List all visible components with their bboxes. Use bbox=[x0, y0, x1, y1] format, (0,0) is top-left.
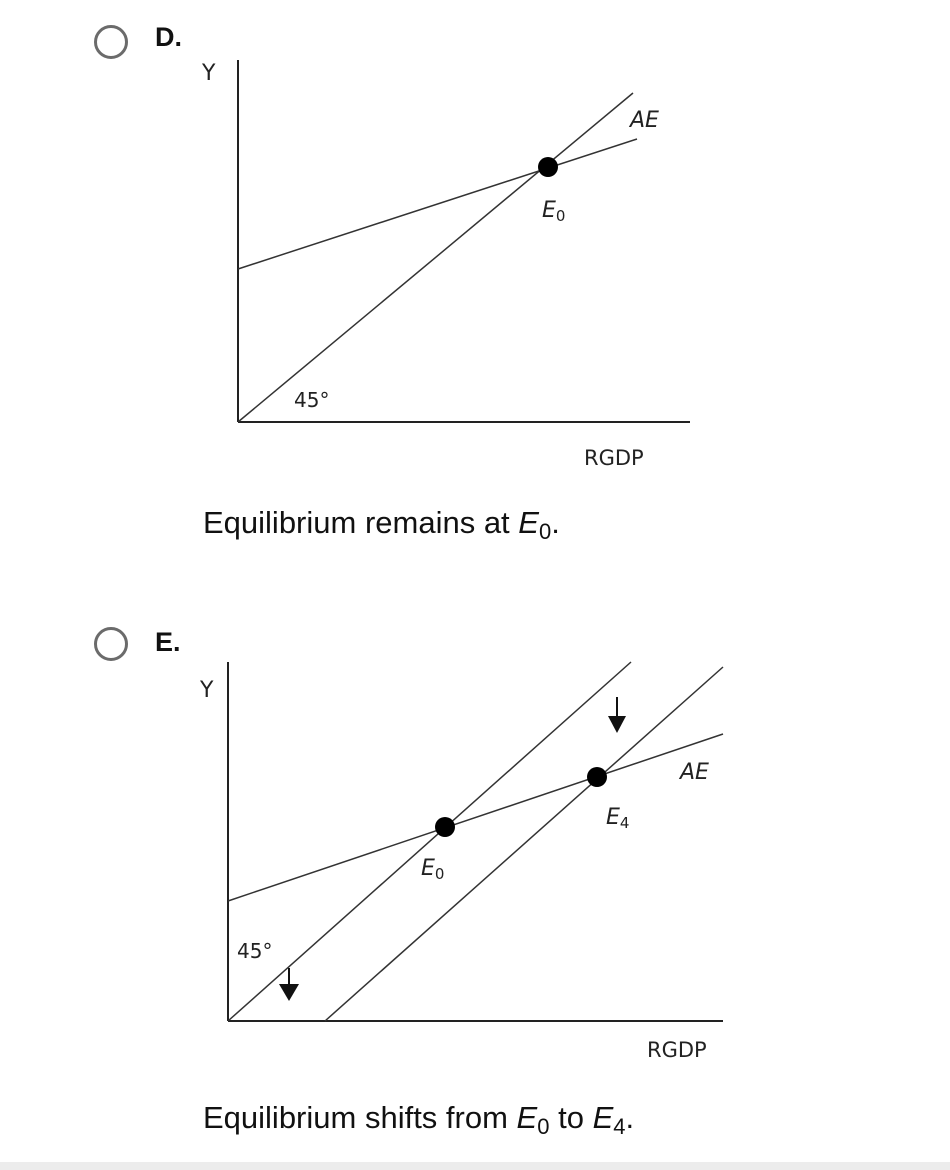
equilibrium-point-e0 bbox=[538, 157, 558, 177]
answer-option-e[interactable]: E. Y RGDP 45° AE E0 E4 bbox=[0, 600, 950, 1160]
ae-label: AE bbox=[678, 760, 709, 785]
x-axis-label: RGDP bbox=[584, 446, 644, 470]
ae-label: AE bbox=[628, 108, 659, 133]
e4-point-label: E4 bbox=[606, 805, 629, 832]
angle-label: 45° bbox=[237, 939, 272, 963]
ae-line bbox=[237, 138, 638, 270]
option-d-caption: Equilibrium remains at E0. bbox=[203, 505, 560, 544]
ae-line bbox=[227, 733, 724, 902]
e0-point-label: E0 bbox=[542, 198, 565, 225]
equilibrium-point-e0 bbox=[435, 817, 455, 837]
45-degree-line-original bbox=[227, 661, 632, 1022]
option-e-caption: Equilibrium shifts from E0 to E4. bbox=[203, 1100, 635, 1139]
45-degree-line-shifted bbox=[324, 666, 724, 1022]
x-axis-label: RGDP bbox=[647, 1038, 707, 1062]
down-arrow-icon bbox=[279, 968, 299, 1001]
option-d-ae-diagram: Y RGDP 45° AE E0 bbox=[201, 60, 690, 470]
option-d-radio-button[interactable] bbox=[94, 25, 128, 59]
y-axis-label: Y bbox=[199, 678, 214, 703]
option-e-radio-button[interactable] bbox=[94, 627, 128, 661]
equilibrium-point-e4 bbox=[587, 767, 607, 787]
bottom-divider bbox=[0, 1162, 950, 1170]
y-axis-label: Y bbox=[201, 61, 216, 86]
angle-label: 45° bbox=[294, 388, 329, 412]
down-arrow-icon bbox=[608, 697, 626, 733]
option-e-ae-diagram: Y RGDP 45° AE E0 E4 bbox=[199, 661, 724, 1062]
answer-option-d[interactable]: D. Y RGDP 45° AE E0 Equilibrium remains … bbox=[0, 0, 950, 590]
45-degree-line bbox=[237, 92, 634, 423]
option-e-letter: E. bbox=[155, 627, 181, 657]
e0-point-label: E0 bbox=[421, 856, 444, 883]
option-d-letter: D. bbox=[155, 22, 182, 52]
